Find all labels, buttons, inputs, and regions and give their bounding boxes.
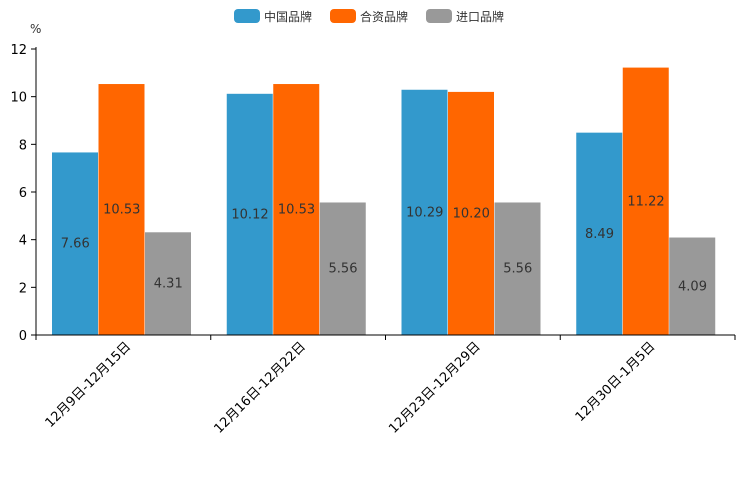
legend-label: 中国品牌: [264, 9, 312, 24]
y-tick-label: 4: [19, 234, 27, 249]
bar: [226, 93, 273, 335]
x-tick-label: 12月9日-12月15日: [43, 339, 135, 431]
bar-value-label: 10.53: [278, 203, 315, 218]
bar: [448, 91, 494, 336]
bar-value-label: 4.09: [678, 279, 707, 294]
x-tick-label: 12月23日-12月29日: [386, 339, 483, 436]
y-axis: 0 2 4 6 8 10 12: [10, 43, 37, 344]
bar-value-label: 10.53: [103, 203, 140, 218]
bar-value-label: 5.56: [503, 262, 532, 277]
bar: [669, 237, 716, 335]
legend: 中国品牌 合资品牌 进口品牌: [234, 9, 504, 24]
bars: 7.66 10.12 10.29 8.49 10.53 10.53 10.20 11.22 4.…: [52, 67, 716, 336]
bar-value-label: 4.31: [154, 277, 183, 292]
legend-label: 合资品牌: [360, 9, 408, 24]
y-tick-label: 6: [19, 186, 27, 201]
bar-value-label: 5.56: [329, 262, 358, 277]
x-tick-label: 12月16日-12月22日: [211, 339, 308, 436]
bar: [494, 202, 541, 335]
legend-swatch: [426, 9, 452, 23]
y-tick-label: 2: [19, 281, 27, 296]
bar-value-label: 11.22: [627, 194, 664, 209]
bar: [319, 202, 366, 335]
bar: [576, 132, 623, 335]
y-tick-label: 10: [10, 91, 27, 106]
bar-value-label: 10.29: [406, 205, 443, 220]
bar: [145, 232, 191, 335]
bar: [52, 152, 98, 335]
bar-value-label: 8.49: [585, 227, 614, 242]
y-tick-label: 8: [19, 138, 27, 153]
bar: [273, 84, 320, 335]
legend-swatch: [330, 9, 356, 23]
x-axis: 12月9日-12月15日 12月16日-12月22日 12月23日-12月29日 12…: [35, 334, 736, 437]
y-tick-label: 0: [19, 329, 27, 344]
legend-label: 进口品牌: [456, 10, 504, 24]
x-tick-label: 12月30日-1月5日: [573, 339, 659, 425]
legend-swatch: [234, 9, 260, 23]
bar-value-label: 10.12: [231, 207, 268, 222]
y-axis-unit-label: %: [30, 22, 41, 36]
bar-value-label: 10.20: [453, 206, 490, 221]
y-tick-label: 12: [10, 43, 27, 58]
bar: [98, 84, 145, 335]
bar-value-label: 7.66: [61, 237, 90, 252]
bar: [401, 89, 448, 335]
bar: [622, 67, 669, 335]
